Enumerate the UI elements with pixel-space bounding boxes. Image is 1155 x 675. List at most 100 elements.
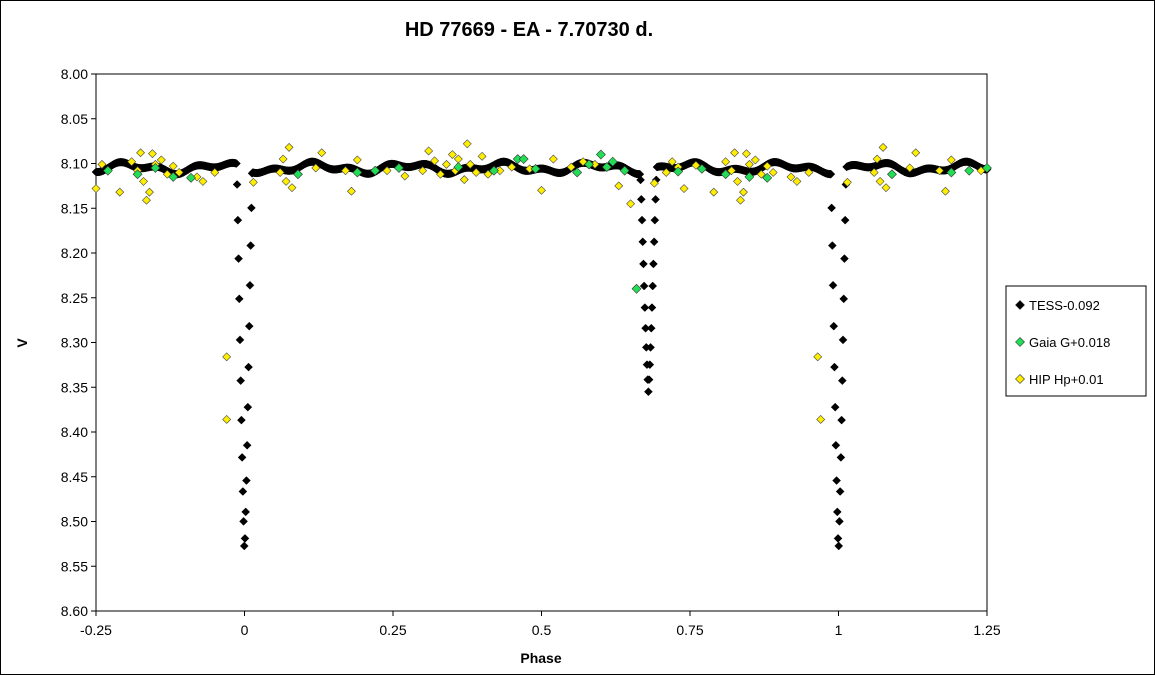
gaia-point (946, 167, 957, 178)
hip-point (136, 148, 145, 158)
hip-point (875, 176, 885, 186)
hip-point (148, 149, 157, 159)
hip-point (382, 166, 392, 176)
x-axis: -0.25 0 0.25 0.5 0.75 1 1.25 (80, 611, 1001, 638)
tess-point (641, 323, 650, 333)
x-tick-label: 1.25 (973, 622, 1000, 638)
hip-point (139, 176, 148, 186)
hip-point (804, 168, 814, 177)
gaia-point (572, 167, 583, 178)
series-hip (91, 139, 986, 424)
tess-point (648, 281, 658, 291)
tess-point (639, 281, 649, 291)
hip-point (222, 352, 232, 362)
tess-point (244, 321, 254, 331)
hip-point (459, 175, 469, 185)
hip-point (287, 183, 297, 193)
y-tick-label: 8.35 (61, 379, 88, 395)
tess-point (839, 294, 849, 304)
gaia-point (518, 154, 529, 164)
hip-point (507, 162, 517, 172)
hip-point (905, 163, 915, 173)
y-tick-label: 8.45 (61, 469, 88, 485)
hip-point (275, 168, 285, 177)
y-tick-label: 8.60 (61, 603, 88, 619)
tess-point (831, 440, 841, 450)
hip-point (115, 187, 125, 197)
tess-point (835, 516, 844, 526)
gaia-point (601, 162, 612, 173)
hip-point (614, 181, 624, 191)
hip-point (940, 186, 950, 196)
y-tick-label: 8.30 (61, 335, 88, 351)
tess-point (239, 541, 249, 551)
hip-point (424, 146, 434, 156)
hip-point (168, 161, 178, 171)
y-axis: 8.00 8.05 8.10 8.15 8.20 8.25 8.30 8.35 8.40 8.45… (61, 66, 96, 619)
hip-point (97, 159, 107, 169)
gaia-point (720, 169, 731, 180)
hip-point (311, 163, 321, 173)
tess-point (840, 215, 850, 225)
hip-point (465, 159, 475, 169)
hip-point (566, 162, 576, 172)
legend-marker (1015, 300, 1025, 310)
tess-point (832, 476, 841, 485)
x-tick-label: -0.25 (80, 622, 112, 638)
tess-point (838, 335, 848, 345)
x-tick-label: 0 (241, 622, 249, 638)
hip-point (281, 176, 291, 186)
gaia-point (696, 163, 707, 174)
tess-point (651, 194, 660, 204)
gaia-point (584, 159, 594, 170)
tess-point (826, 169, 836, 179)
tess-point (840, 254, 849, 263)
y-tick-label: 8.55 (61, 558, 88, 574)
gaia-point (370, 165, 381, 176)
gaia-point (982, 163, 992, 173)
hip-point (911, 148, 921, 158)
hip-point (198, 176, 208, 186)
tess-point (232, 180, 242, 189)
y-tick-label: 8.50 (61, 514, 88, 530)
tess-point (234, 254, 243, 263)
x-axis-label: Phase (520, 650, 561, 666)
hip-point (935, 166, 944, 176)
tess-point (827, 203, 836, 213)
gaia-point (964, 165, 975, 176)
tess-point (240, 534, 250, 543)
x-tick-label: 0.5 (532, 622, 552, 638)
plot-area (95, 73, 988, 612)
legend-marker (1015, 337, 1025, 347)
hip-point (869, 168, 879, 177)
gaia-point (293, 169, 303, 180)
y-tick-label: 8.25 (61, 290, 88, 306)
tess-point (246, 241, 256, 250)
hip-point (483, 169, 493, 179)
legend-entry: Gaia G+0.018 (1029, 335, 1110, 350)
tess-point (242, 440, 252, 450)
x-tick-label: 0.75 (676, 622, 703, 638)
gaia-point (631, 283, 642, 294)
hip-point (816, 415, 826, 424)
gaia-point (352, 167, 363, 178)
tess-point (247, 203, 256, 213)
tess-point (832, 507, 842, 517)
hip-point (341, 166, 350, 176)
gaia-point (132, 169, 143, 180)
hip-point (352, 155, 362, 165)
y-axis-label: V (14, 338, 30, 348)
tess-point (636, 194, 646, 204)
hip-point (768, 168, 778, 177)
hip-point (661, 168, 671, 177)
hip-point (946, 155, 956, 165)
hip-point (537, 185, 546, 195)
tess-point (638, 237, 648, 247)
y-tick-label: 8.05 (61, 111, 88, 127)
hip-point (548, 154, 558, 164)
hip-point (739, 187, 748, 197)
chart-title: HD 77669 - EA - 7.70730 d. (405, 19, 653, 41)
hip-point (127, 157, 137, 167)
tess-point (646, 343, 655, 352)
tess-point (837, 376, 847, 385)
